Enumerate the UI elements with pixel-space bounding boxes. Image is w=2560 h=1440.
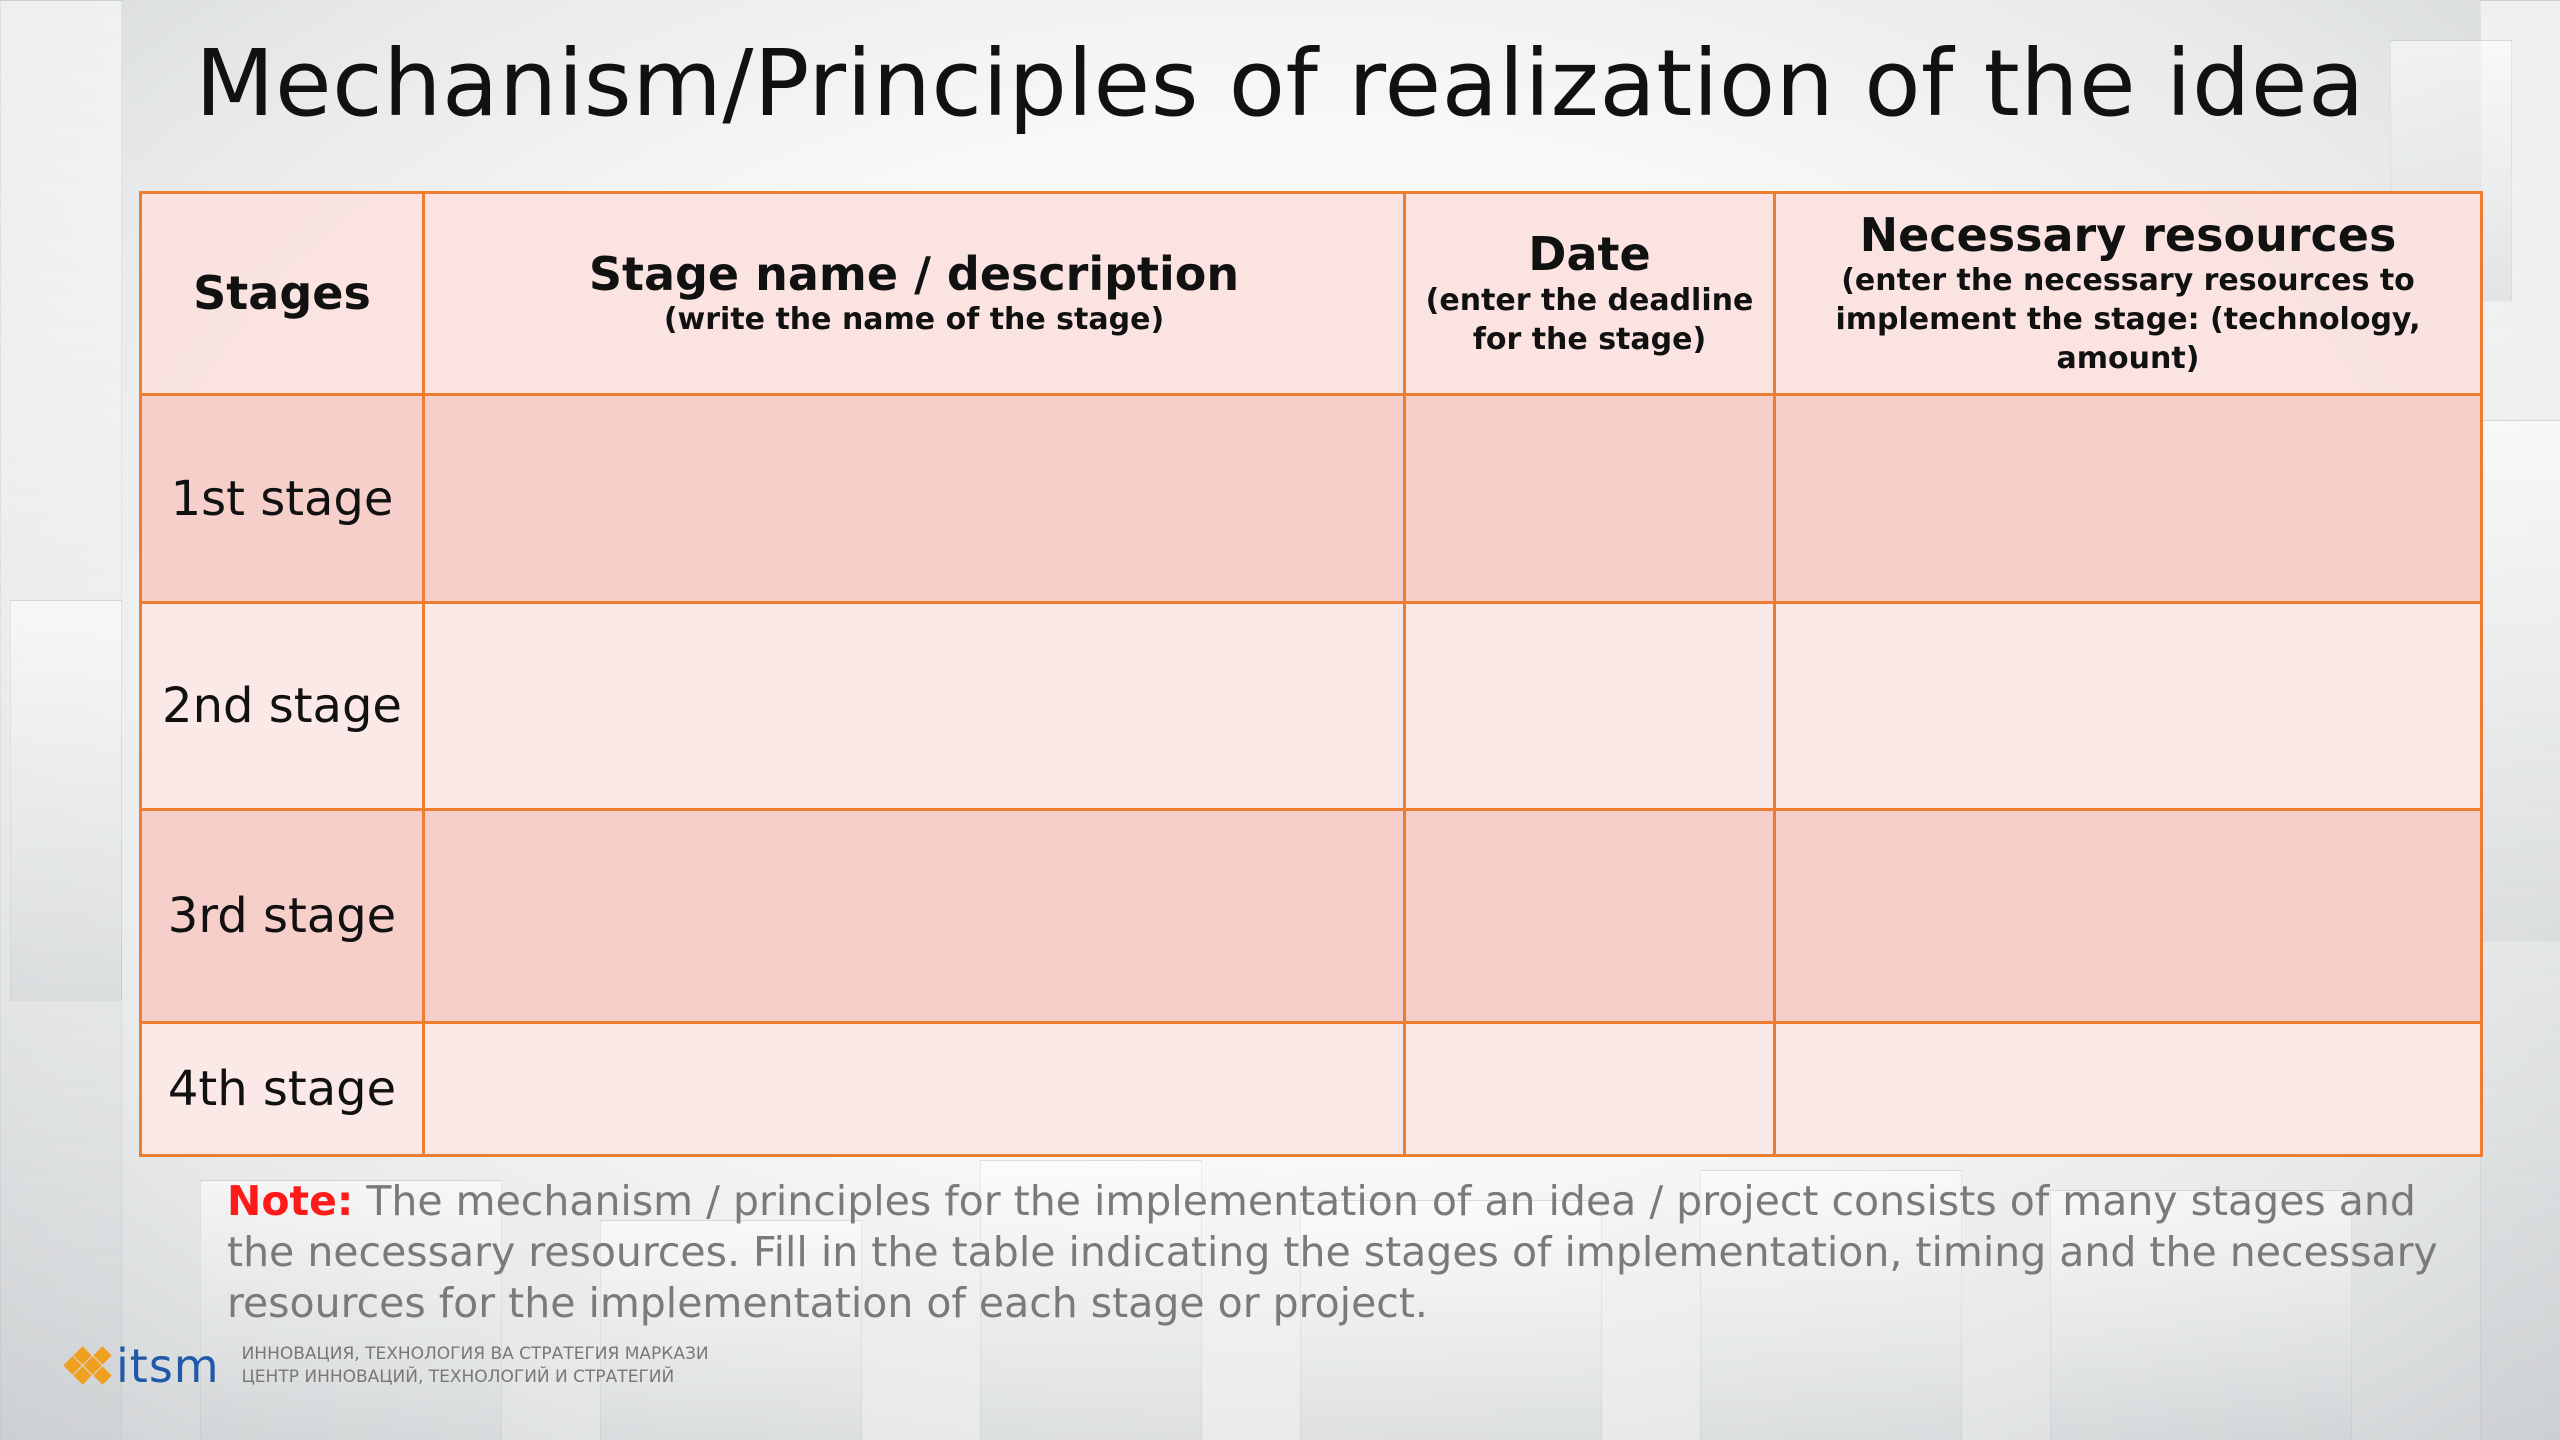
header-date-title: Date xyxy=(1528,227,1651,282)
stage-label: 1st stage xyxy=(139,393,425,604)
header-date-subtitle: (enter the deadline for the stage) xyxy=(1425,282,1754,357)
stage-date-cell[interactable] xyxy=(1403,393,1776,604)
header-resources: Necessary resources (enter the necessary… xyxy=(1773,191,2483,396)
stage-description-cell[interactable] xyxy=(422,808,1406,1024)
stage-label: 4th stage xyxy=(139,1021,425,1157)
logo-caption: ИННОВАЦИЯ, ТЕХНОЛОГИЯ ВА СТРАТЕГИЯ МАРКА… xyxy=(242,1343,709,1389)
stage-description-cell[interactable] xyxy=(422,601,1406,811)
footer-logo: itsm ИННОВАЦИЯ, ТЕХНОЛОГИЯ ВА СТРАТЕГИЯ … xyxy=(63,1338,709,1394)
diamond-grid-logo-icon xyxy=(63,1341,114,1391)
note-text: The mechanism / principles for the imple… xyxy=(227,1177,2438,1327)
note-paragraph: Note: The mechanism / principles for the… xyxy=(227,1176,2457,1329)
stage-resources-cell[interactable] xyxy=(1773,808,2483,1024)
logo-caption-line-2: ЦЕНТР ИННОВАЦИЙ, ТЕХНОЛОГИЙ И СТРАТЕГИЙ xyxy=(241,1367,675,1387)
stage-description-cell[interactable] xyxy=(422,393,1406,604)
note-label: Note: xyxy=(227,1177,354,1225)
stage-resources-cell[interactable] xyxy=(1773,1021,2483,1157)
header-resources-title: Necessary resources xyxy=(1859,207,2397,262)
header-stages: Stages xyxy=(139,191,425,396)
table-row: 3rd stage xyxy=(139,808,2483,1024)
stage-resources-cell[interactable] xyxy=(1773,601,2483,811)
stage-date-cell[interactable] xyxy=(1403,601,1776,811)
table-row: 1st stage xyxy=(139,393,2483,604)
stage-description-cell[interactable] xyxy=(422,1021,1406,1157)
header-stages-title: Stages xyxy=(193,266,371,321)
stage-label: 3rd stage xyxy=(139,808,425,1024)
stage-label: 2nd stage xyxy=(139,601,425,811)
table-row: 4th stage xyxy=(139,1021,2483,1157)
header-date: Date (enter the deadline for the stage) xyxy=(1403,191,1776,396)
stage-date-cell[interactable] xyxy=(1403,1021,1776,1157)
stage-resources-cell[interactable] xyxy=(1773,393,2483,604)
header-resources-subtitle: (enter the necessary resources to implem… xyxy=(1835,263,2421,377)
table-row: 2nd stage xyxy=(139,601,2483,811)
stages-table: Stages Stage name / description (write t… xyxy=(139,191,2483,1157)
header-stage-name: Stage name / description (write the name… xyxy=(422,191,1406,396)
header-stage-name-subtitle: (write the name of the stage) xyxy=(663,302,1165,338)
header-stage-name-title: Stage name / description xyxy=(588,246,1240,301)
logo-caption-line-1: ИННОВАЦИЯ, ТЕХНОЛОГИЯ ВА СТРАТЕГИЯ МАРКА… xyxy=(241,1344,709,1364)
logo-text: itsm xyxy=(116,1339,220,1393)
slide-title: Mechanism/Principles of realization of t… xyxy=(195,30,2365,137)
table-header-row: Stages Stage name / description (write t… xyxy=(139,191,2483,396)
stage-date-cell[interactable] xyxy=(1403,808,1776,1024)
